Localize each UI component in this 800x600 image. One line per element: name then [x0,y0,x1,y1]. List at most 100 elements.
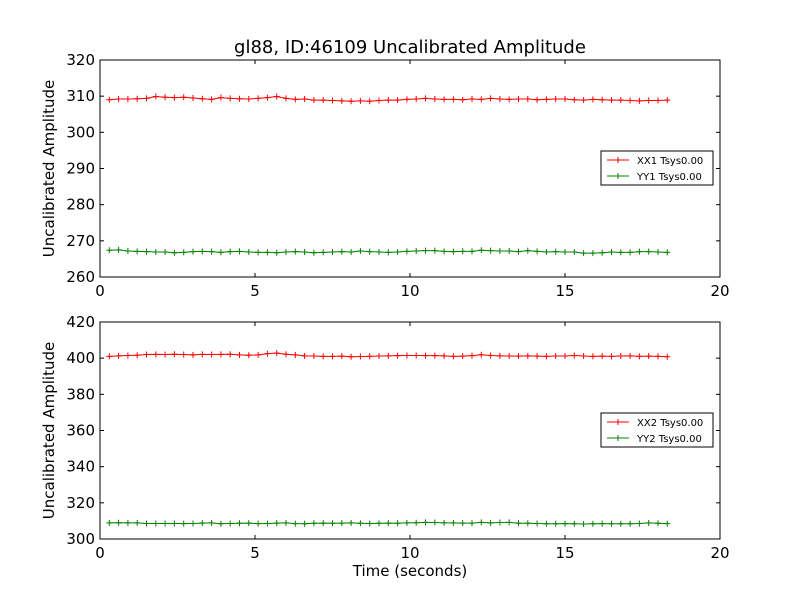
bottom-series-2-point [413,519,420,526]
top-series-2-point [106,247,113,254]
bottom-x-tick-label: 15 [555,544,574,562]
bottom-series-2-point [496,519,503,526]
bottom-series-2-point [283,519,289,526]
bottom-series-1-point [264,350,271,357]
bottom-series-2-point [571,520,578,527]
top-series-2-point [329,249,336,256]
bottom-series-1-point [459,353,466,360]
bottom-y-tick-label: 340 [66,458,95,476]
bottom-series-2-point [366,520,373,527]
bottom-x-tick-label: 20 [710,544,729,562]
bottom-series-1-point [413,352,420,359]
top-series-1-point [208,96,215,103]
bottom-series-2-point [403,519,410,526]
top-series-1-point [190,94,196,101]
bottom-series-2-point [655,520,661,527]
top-series-2-point [180,249,187,256]
top-series-1-point [469,96,475,103]
bottom-x-tick-label: 0 [95,544,105,562]
top-series-2-point [599,249,606,256]
top-series-1-point [664,97,671,104]
top-y-tick-label: 260 [66,268,95,286]
top-series-1-point [301,96,308,103]
top-series-1-point [413,96,420,103]
top-series-2-point [413,247,420,254]
top-series-2-point [422,247,429,254]
top-series-2-point [264,249,271,256]
bottom-series-2-point [376,520,382,527]
bottom-series-2-point [292,520,299,527]
bottom-series-1-point [589,353,596,360]
top-y-tick-label: 310 [66,87,95,105]
top-series-2-point [562,249,568,256]
bottom-series-2-point [478,519,485,526]
bottom-series-2-point [627,520,634,527]
bottom-series-1-point [162,351,169,358]
top-series-1-point [543,96,550,103]
bottom-series-1-point [552,352,559,359]
bottom-series-2-point [422,519,429,526]
bottom-series-1-point [115,352,122,359]
bottom-series-2-point [450,519,457,526]
bottom-series-1-point [562,352,568,359]
top-legend-box [600,150,714,186]
top-series-2-point [217,249,224,256]
bottom-legend-marker [615,435,621,441]
top-series-1-point [552,96,559,103]
top-series-1-point [366,98,373,105]
bottom-series-2-point [543,520,550,527]
bottom-y-tick-label: 320 [66,494,95,512]
bottom-y-tick-label: 380 [66,385,95,403]
bottom-series-2 [106,519,671,527]
bottom-series-1-point [599,353,606,360]
bottom-series-1-point [534,353,541,360]
top-series-2-point [496,247,503,254]
top-series-1-point [487,95,494,102]
top-series-2-point [357,247,364,254]
bottom-series-2-point [338,520,345,527]
bottom-series-2-point [459,520,466,527]
bottom-series-2-point [552,520,559,527]
top-series-1-point [608,97,615,104]
top-series-2-point [534,248,541,255]
top-series-2-point [152,249,159,256]
top-series-1-point [562,96,568,103]
bottom-series-1-point [329,353,336,360]
bottom-series-2-point [301,520,308,527]
top-series-2-point [134,248,141,255]
top-series-1-point [580,97,587,104]
bottom-series-1-point [366,353,373,360]
bottom-series-1-point [255,351,262,358]
bottom-series-2-point [171,520,178,527]
top-series-1-point [450,96,457,103]
bottom-x-tick-label: 10 [400,544,419,562]
top-series-2-point [292,248,299,255]
top-y-tick-label: 280 [66,196,95,214]
top-series-2-point [469,248,475,255]
bottom-series-1-point [217,351,224,358]
top-series-2-point [645,248,652,255]
top-series-1-point [357,97,364,104]
top-legend-label: XX1 Tsys0.00 [637,156,703,167]
top-series-1-point [199,95,206,102]
top-series-2-point [459,248,466,255]
bottom-legend-label: YY2 Tsys0.00 [636,434,702,445]
bottom-series-2-point [124,519,131,526]
bottom-series-2-point [394,520,401,527]
top-series-2-point [617,249,624,256]
top-series-1-point [227,95,234,102]
bottom-series-1-point [403,352,410,359]
bottom-series-1-point [506,352,513,359]
top-series-1-point [264,94,271,101]
top-series-2-point [552,248,559,255]
top-series-2-point [403,248,410,255]
top-series-2-point [385,249,392,256]
top-series-2-point [655,249,661,256]
top-series-1-point [106,96,113,103]
bottom-series-2-point [273,520,280,527]
bottom-series-1-point [617,352,624,359]
bottom-series-1-point [152,351,159,358]
top-series-2-point [543,249,550,256]
bottom-series-1-point [236,351,243,358]
top-series-2-point [199,248,206,255]
